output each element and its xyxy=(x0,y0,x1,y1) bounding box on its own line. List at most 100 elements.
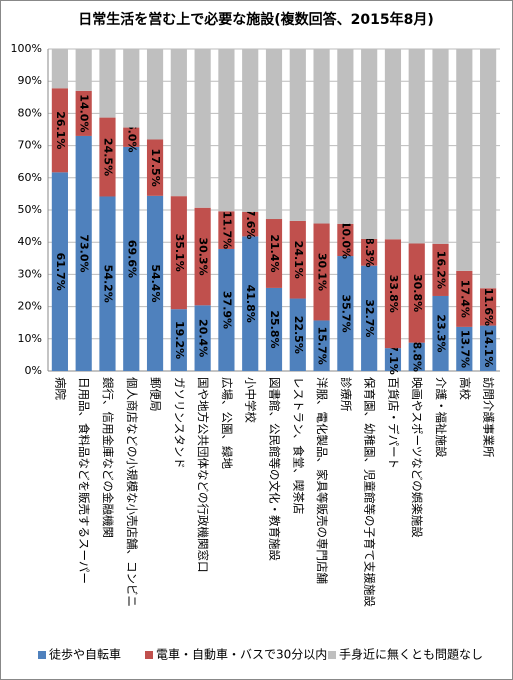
data-label: 17.4% xyxy=(458,280,471,318)
bar-segment xyxy=(456,270,473,327)
data-label: 15.7% xyxy=(316,327,329,365)
data-label: 30.3% xyxy=(197,237,210,275)
bar-segment xyxy=(384,348,402,371)
data-label: 7.6% xyxy=(244,209,257,240)
y-tick-label: 10% xyxy=(18,332,42,345)
bar-segment xyxy=(313,320,330,371)
x-tick-label: 日用品、食料品などを販売するスーパー xyxy=(77,377,91,584)
data-label: 26.1% xyxy=(54,111,67,149)
bar-segment xyxy=(289,220,306,299)
bar-segment xyxy=(408,342,425,371)
bar-segment xyxy=(361,265,378,371)
bar-segment xyxy=(337,223,354,257)
data-label: 35.7% xyxy=(339,294,352,332)
data-label: 20.4% xyxy=(197,319,210,357)
x-tick-label: 診療所 xyxy=(339,377,353,412)
data-label: 19.2% xyxy=(173,321,186,359)
data-label: 30.8% xyxy=(411,274,424,312)
bar-segment xyxy=(265,287,283,371)
bar-segment xyxy=(75,135,92,371)
bar-segment xyxy=(361,238,378,266)
bar-segment xyxy=(218,211,235,249)
data-label: 22.5% xyxy=(292,316,305,354)
bar-segment xyxy=(408,243,425,343)
y-tick-label: 90% xyxy=(18,74,42,87)
bar-segment xyxy=(218,248,235,371)
x-tick-label: 高校 xyxy=(458,377,472,400)
y-tick-label: 0% xyxy=(25,364,42,377)
x-tick-label: 個人商店などの小規模な小売店舗、コンビニ xyxy=(125,377,139,607)
data-label: 61.7% xyxy=(54,253,67,291)
bar-segment xyxy=(337,256,354,371)
data-label: 35.1% xyxy=(173,234,186,272)
x-tick-label: 映画やスポーツなどの娯楽施設 xyxy=(410,377,424,538)
legend-label: 手身近に無くとも問題なし xyxy=(339,647,483,662)
bar-segment xyxy=(313,223,330,321)
data-label: 30.1% xyxy=(316,253,329,291)
y-tick-label: 20% xyxy=(18,300,42,313)
x-tick-label: 介護・福祉施設 xyxy=(434,377,448,458)
bar-segment xyxy=(123,146,140,371)
bar-segment xyxy=(480,288,497,326)
x-tick-label: 広場、公園、緑地 xyxy=(220,377,234,469)
bar-segment xyxy=(75,49,92,91)
bar-segment xyxy=(99,196,116,371)
data-label: 24.1% xyxy=(292,241,305,279)
bar-segment xyxy=(51,49,68,89)
x-tick-label: 図書館、公民館等の文化・教育施設 xyxy=(268,377,282,561)
data-label: 16.2% xyxy=(435,251,448,289)
bar-segment xyxy=(146,195,164,371)
data-label: 7.1% xyxy=(387,344,400,375)
bar-segment xyxy=(289,298,306,371)
x-tick-label: 銀行、信用金庫などの金融機関 xyxy=(101,377,115,538)
data-label: 41.8% xyxy=(244,285,257,323)
bar-segment xyxy=(170,196,187,310)
bar-segment xyxy=(146,139,164,196)
bar-segment xyxy=(456,326,473,371)
bar-segment xyxy=(218,49,235,212)
data-label: 32.7% xyxy=(363,299,376,337)
data-label: 37.9% xyxy=(220,291,233,329)
x-tick-label: 保育園、幼稚園、児童館等の子育て支援施設 xyxy=(363,377,377,607)
bar-segment xyxy=(242,236,259,371)
chart-title: 日常生活を営む上で必要な施設(複数回答、2015年8月) xyxy=(78,11,434,28)
data-label: 8.8% xyxy=(411,342,424,373)
data-label: 21.4% xyxy=(268,234,281,272)
bar-segment xyxy=(242,49,259,212)
legend-swatch xyxy=(38,651,46,659)
data-label: 14.0% xyxy=(78,94,91,132)
x-tick-label: 小中学校 xyxy=(244,377,258,423)
data-label: 23.3% xyxy=(435,314,448,352)
data-label: 33.8% xyxy=(387,275,400,313)
x-tick-label: レストラン、食堂、喫茶店 xyxy=(291,377,305,514)
bar-segment xyxy=(194,49,211,208)
y-tick-label: 100% xyxy=(11,42,42,55)
bar-segment xyxy=(242,211,259,237)
x-tick-label: 国や地方公共団体などの行政機関窓口 xyxy=(196,377,210,573)
data-label: 8.3% xyxy=(363,237,376,268)
bar-segment xyxy=(146,49,164,140)
bar-segment xyxy=(194,207,211,306)
bar-segment xyxy=(480,49,497,289)
bar-segment xyxy=(432,295,449,371)
data-label: 17.5% xyxy=(149,149,162,187)
bar-segment xyxy=(432,49,449,244)
bar-segment xyxy=(75,90,92,136)
y-tick-label: 80% xyxy=(18,106,42,119)
bar-segment xyxy=(51,88,68,173)
y-tick-label: 50% xyxy=(18,203,42,216)
bar-segment xyxy=(408,49,425,244)
data-label: 11.7% xyxy=(220,211,233,249)
y-tick-label: 30% xyxy=(18,267,42,280)
bar-segment xyxy=(265,49,283,220)
bar-segment xyxy=(194,305,211,371)
data-label: 25.8% xyxy=(268,310,281,348)
bar-segment xyxy=(361,49,378,239)
bar-segment xyxy=(456,49,473,271)
data-label: 10.0% xyxy=(339,221,352,259)
bar-segment xyxy=(265,219,283,288)
legend-label: 徒歩や自転車 xyxy=(49,647,121,662)
bar-segment xyxy=(337,49,354,224)
x-tick-label: ガソリンスタンド xyxy=(172,377,186,469)
